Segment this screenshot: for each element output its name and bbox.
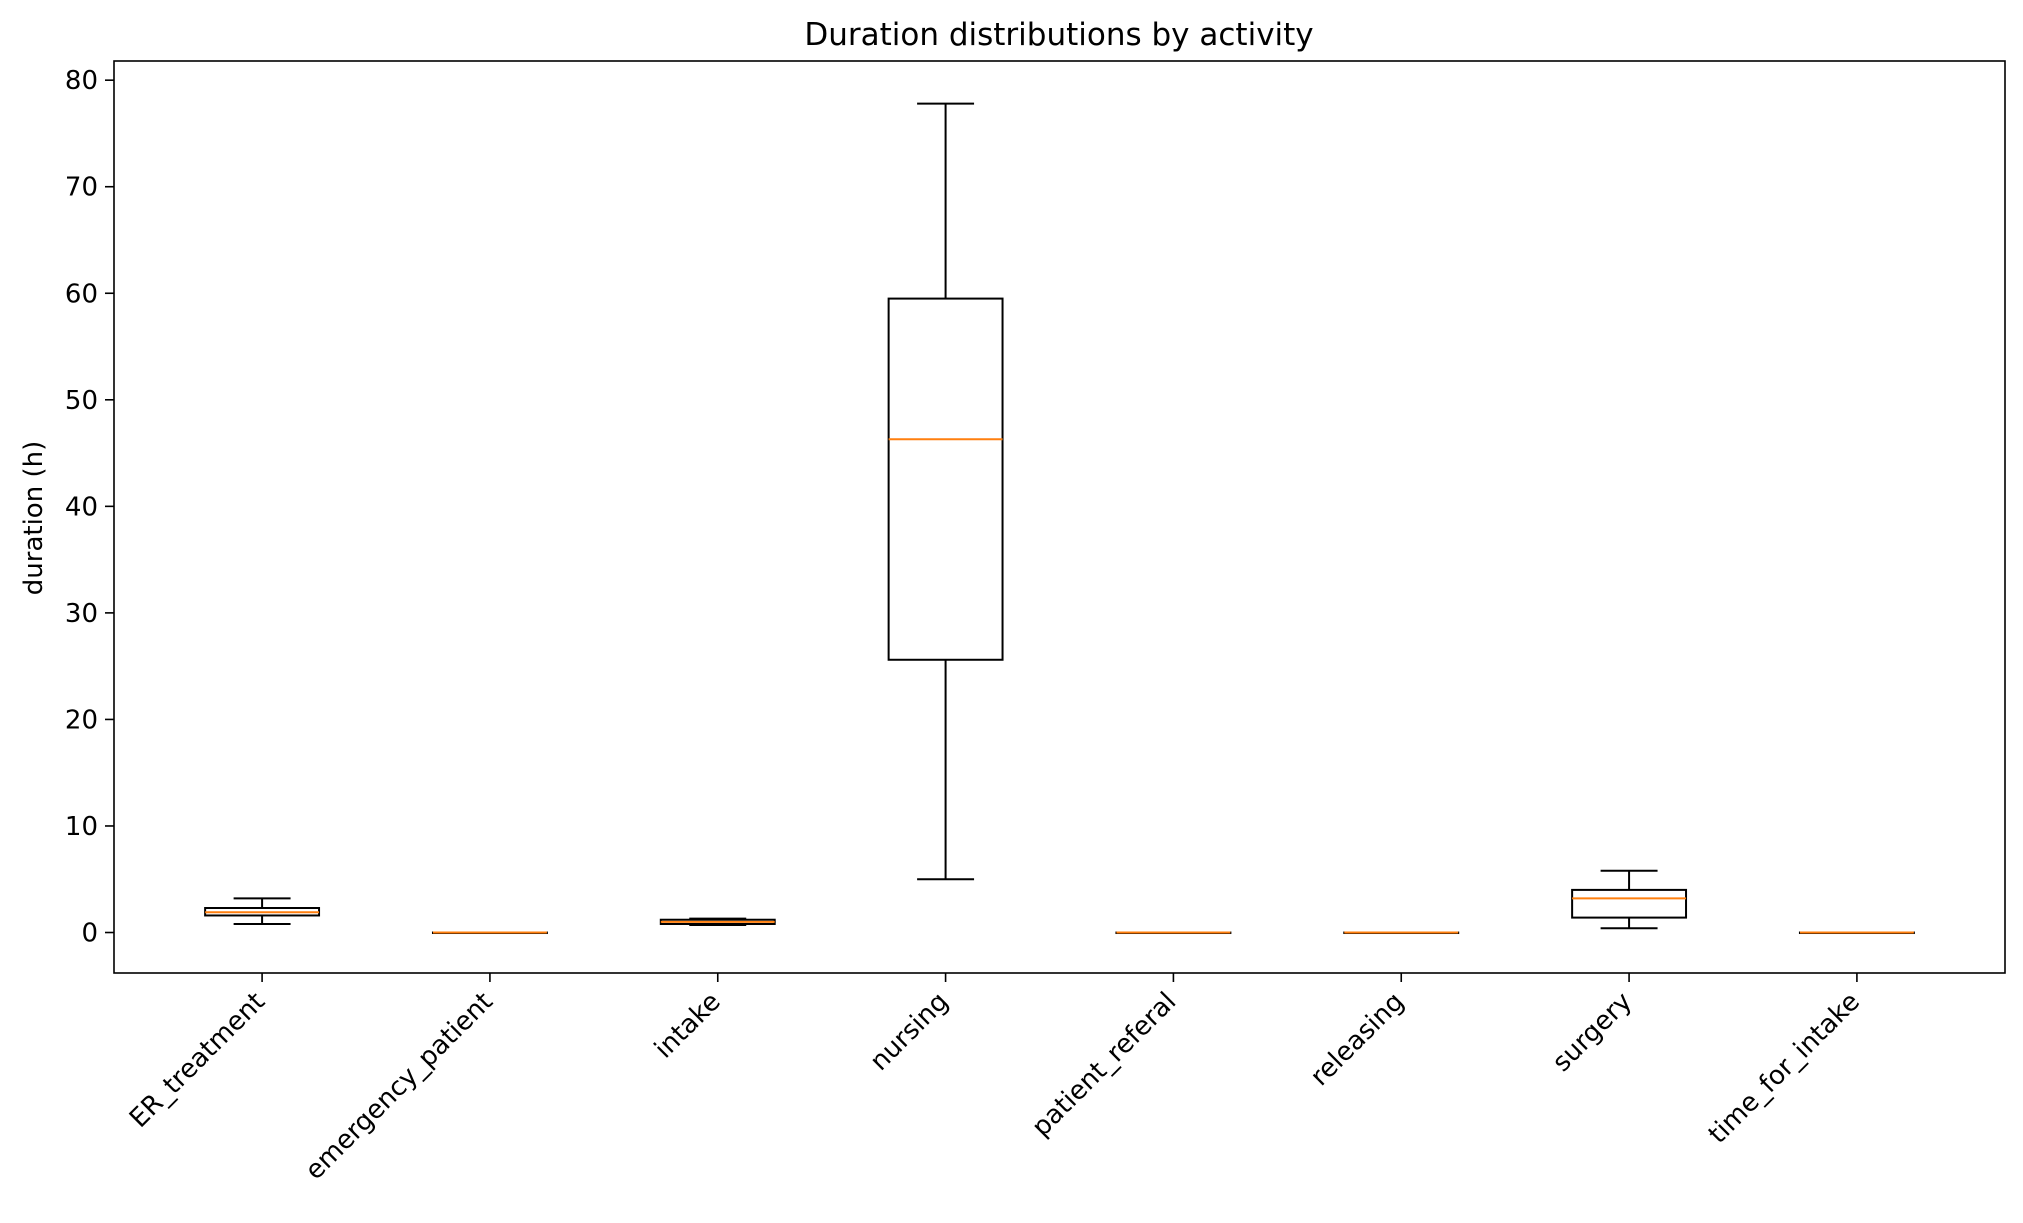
plot-frame: [113, 60, 2006, 974]
y-tick-label-10: 10: [65, 812, 98, 842]
y-tick-label-30: 30: [65, 599, 98, 629]
box-surgery: [1571, 888, 1688, 919]
y-axis-label: duration (h): [19, 441, 49, 595]
box-nursing: [887, 297, 1004, 661]
y-tick-label-20: 20: [65, 705, 98, 735]
chart-title: Duration distributions by activity: [804, 17, 1313, 53]
y-tick-label-80: 80: [65, 66, 98, 96]
y-tick-label-40: 40: [65, 492, 98, 522]
y-tick-label-50: 50: [65, 386, 98, 416]
y-tick-label-0: 0: [81, 919, 98, 949]
y-tick-label-60: 60: [65, 279, 98, 309]
y-tick-label-70: 70: [65, 173, 98, 203]
